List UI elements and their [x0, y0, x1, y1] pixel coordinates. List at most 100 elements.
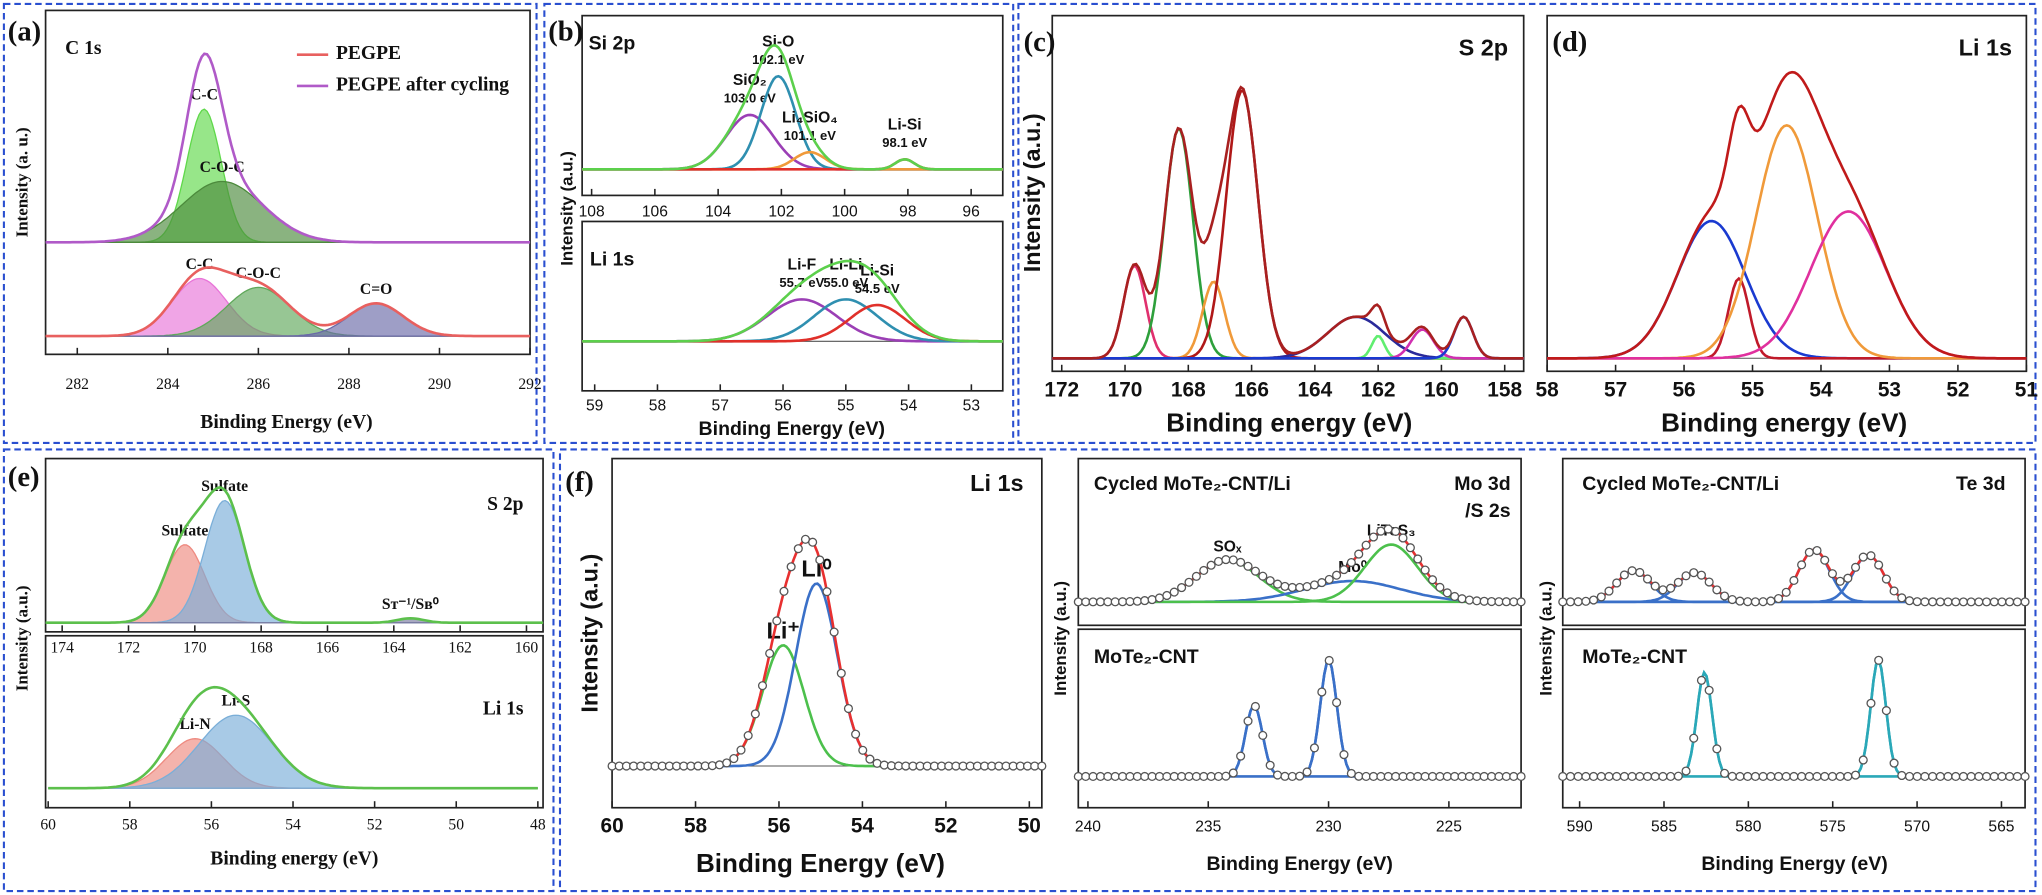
data-marker [1735, 771, 1745, 782]
data-marker [1928, 771, 1938, 782]
data-marker [1635, 771, 1645, 782]
panel-label: (b) [548, 15, 583, 47]
data-marker [1612, 771, 1622, 782]
data-marker [1596, 592, 1606, 602]
data-marker [1472, 596, 1482, 606]
data-marker [1750, 597, 1760, 607]
peak-label: SiO₂ [733, 72, 767, 89]
data-marker [1704, 577, 1714, 587]
data-marker [1398, 771, 1408, 782]
fitted-peak [1562, 669, 2026, 778]
envelope [1562, 548, 2026, 604]
x-tick-label: 58 [649, 398, 667, 415]
y-axis-label: Intensity (a.u.) [12, 585, 31, 691]
data-marker [1516, 597, 1526, 607]
x-tick-label: 98 [899, 203, 917, 220]
data-marker [1874, 655, 1884, 665]
data-marker [1361, 771, 1371, 782]
data-marker [1265, 576, 1275, 586]
x-tick-label: 585 [1651, 818, 1677, 835]
data-marker [1666, 583, 1676, 593]
fitted-peak [1562, 657, 2026, 778]
peak-label: C=O [360, 281, 392, 298]
data-marker [1162, 771, 1172, 782]
x-tick-label: 160 [515, 639, 539, 656]
data-marker [1243, 716, 1253, 726]
data-marker [1221, 555, 1231, 565]
plot-frame [44, 457, 544, 633]
data-marker [1250, 701, 1260, 712]
plot-frame [1561, 457, 2026, 627]
x-tick-label: 53 [1878, 378, 1901, 401]
x-tick-label: 57 [712, 398, 729, 415]
peak-label: Sulfate [161, 522, 208, 539]
data-marker [1804, 547, 1814, 557]
x-tick-label: 166 [1234, 378, 1269, 401]
data-marker [1935, 597, 1945, 607]
envelope [45, 52, 531, 244]
data-marker [1658, 585, 1668, 595]
x-tick-label: 570 [1904, 818, 1930, 835]
data-marker [1243, 561, 1253, 571]
data-marker [865, 754, 875, 764]
x-tick-label: 288 [337, 376, 361, 393]
data-marker [1627, 566, 1637, 576]
data-marker [1650, 581, 1660, 591]
panel-border [1017, 2, 2037, 444]
data-marker [1420, 771, 1430, 782]
plot-frame [44, 634, 544, 809]
data-marker [2012, 771, 2022, 782]
data-marker [1797, 771, 1807, 782]
data-marker [1487, 771, 1497, 782]
data-marker [1081, 771, 1091, 782]
data-marker [1147, 595, 1157, 605]
fitted-peak [612, 582, 1042, 768]
data-marker [1088, 597, 1098, 607]
x-tick-label: 565 [1988, 818, 2014, 835]
plot-frame [1561, 628, 2026, 809]
x-tick-label: 172 [1044, 378, 1079, 401]
fitted-peak [1052, 127, 1524, 360]
fitted-peak [1547, 210, 2027, 360]
peak-label: Li-Si [860, 262, 894, 279]
data-marker [1827, 569, 1837, 579]
y-axis-label: Intensity (a.u.) [576, 554, 602, 713]
plot-frame [1546, 14, 2028, 373]
data-marker [793, 544, 803, 554]
data-marker [808, 537, 818, 547]
x-tick-label: 50 [1018, 815, 1041, 838]
data-marker [1712, 744, 1722, 754]
data-marker [1287, 582, 1297, 593]
data-marker [1997, 771, 2007, 782]
x-tick-label: 56 [204, 817, 220, 834]
data-marker [736, 745, 746, 755]
y-axis-label: Intensity (a. u.) [12, 127, 31, 237]
peak-energy-label: 54.5 eV [855, 281, 900, 296]
x-tick-label: 50 [448, 817, 464, 834]
data-marker [1309, 580, 1320, 590]
data-marker [786, 562, 796, 572]
data-marker [1295, 771, 1305, 781]
x-tick-label: 106 [642, 203, 668, 220]
x-tick-label: 590 [1567, 818, 1593, 835]
data-marker [1642, 771, 1653, 782]
data-marker [1405, 543, 1415, 553]
plot-frame [1051, 14, 1525, 373]
data-marker [1494, 597, 1504, 607]
x-tick-label: 60 [600, 815, 623, 838]
data-marker [1162, 590, 1172, 601]
data-marker [1376, 771, 1386, 782]
peak-label: Li-N [179, 716, 211, 733]
data-marker [1103, 597, 1113, 607]
x-tick-label: 59 [586, 398, 603, 415]
plot-frame [1077, 628, 1522, 809]
legend-label: PEGPE after cycling [336, 74, 509, 95]
x-tick-label: 575 [1820, 818, 1846, 835]
data-marker [1881, 574, 1891, 584]
fitted-peak [1052, 264, 1524, 360]
data-marker [1866, 551, 1876, 561]
x-tick-label: 100 [832, 203, 858, 220]
fitted-peak [1052, 89, 1524, 360]
x-tick-label: 53 [963, 398, 980, 415]
data-marker [1516, 771, 1526, 782]
